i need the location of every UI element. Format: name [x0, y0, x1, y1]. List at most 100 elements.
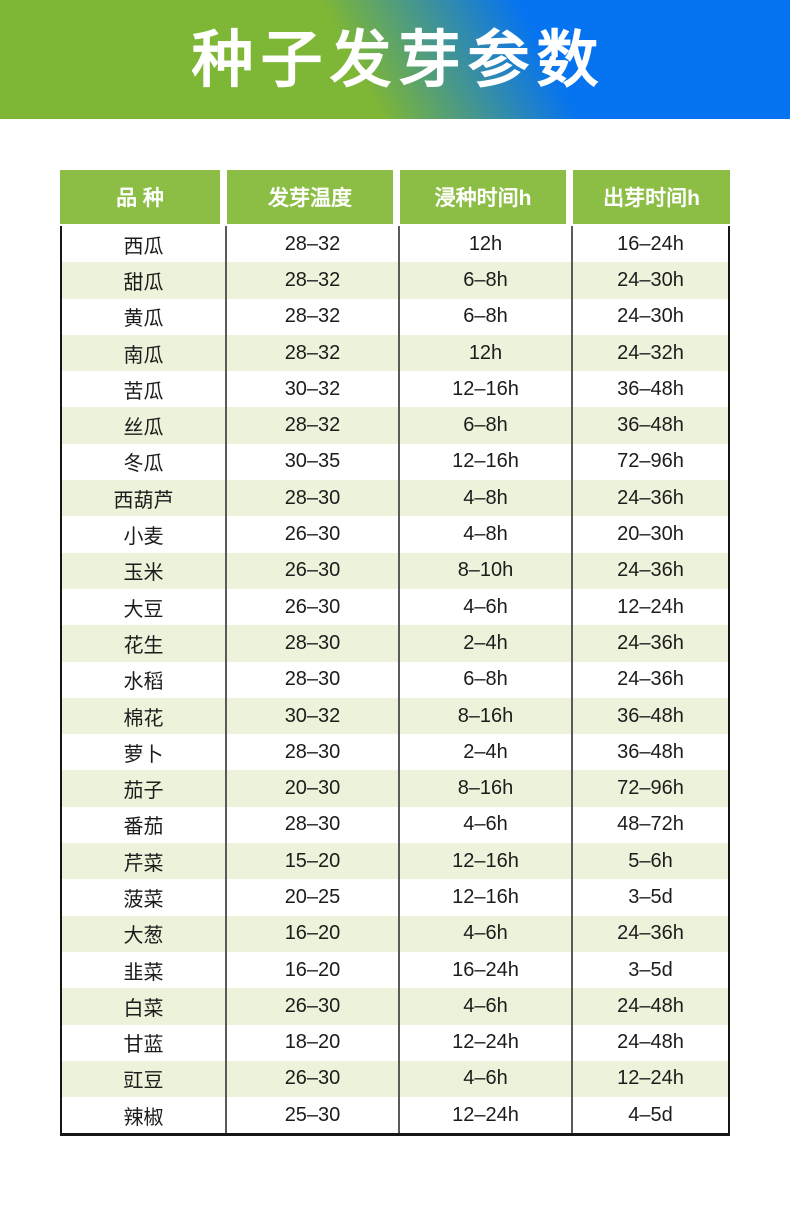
soak-time-cell: 4–6h — [400, 1060, 573, 1098]
temperature-cell: 26–30 — [227, 988, 400, 1025]
soak-time-cell: 8–10h — [400, 552, 573, 589]
variety-cell: 芹菜 — [62, 843, 227, 880]
table-row: 西瓜 28–32 12h 16–24h — [62, 226, 728, 263]
soak-time-cell: 6–8h — [400, 407, 573, 444]
table-row: 芹菜 15–20 12–16h 5–6h — [62, 843, 728, 880]
variety-cell: 小麦 — [62, 516, 227, 553]
temperature-cell: 16–20 — [227, 915, 400, 952]
table-row: 番茄 28–30 4–6h 48–72h — [62, 806, 728, 844]
table-row: 花生 28–30 2–4h 24–36h — [62, 625, 728, 662]
table-header-row: 品 种 发芽温度 浸种时间h 出芽时间h — [60, 170, 730, 224]
variety-cell: 苦瓜 — [62, 371, 227, 408]
temperature-cell: 28–32 — [227, 407, 400, 444]
soak-time-cell: 12–16h — [400, 443, 573, 481]
temperature-cell: 15–20 — [227, 843, 400, 880]
table-row: 大豆 26–30 4–6h 12–24h — [62, 588, 728, 626]
variety-cell: 大葱 — [62, 915, 227, 952]
temperature-cell: 16–20 — [227, 951, 400, 989]
soak-time-cell: 12–16h — [400, 843, 573, 880]
temperature-cell: 28–32 — [227, 226, 400, 263]
table-row: 甘蓝 18–20 12–24h 24–48h — [62, 1024, 728, 1061]
sprout-time-cell: 72–96h — [617, 777, 684, 800]
temperature-cell: 28–30 — [227, 734, 400, 771]
temperature-cell: 28–30 — [227, 480, 400, 517]
variety-cell: 水稻 — [62, 661, 227, 698]
soak-time-cell: 2–4h — [400, 625, 573, 662]
temperature-cell: 30–32 — [227, 697, 400, 735]
sprout-time-cell: 24–36h — [617, 559, 684, 582]
soak-time-cell: 6–8h — [400, 298, 573, 335]
table-row: 丝瓜 28–32 6–8h 36–48h — [62, 407, 728, 444]
variety-cell: 辣椒 — [62, 1097, 227, 1134]
soak-time-cell: 12–16h — [400, 371, 573, 408]
temperature-cell: 28–32 — [227, 298, 400, 335]
sprout-time-cell: 24–32h — [617, 341, 684, 364]
sprout-time-cell: 24–36h — [617, 668, 684, 691]
sprout-time-cell: 36–48h — [617, 704, 684, 727]
temperature-cell: 25–30 — [227, 1097, 400, 1134]
germination-table: 品 种 发芽温度 浸种时间h 出芽时间h 西瓜 28–32 12h 16–24h… — [60, 170, 730, 1137]
table-body: 西瓜 28–32 12h 16–24h 甜瓜 28–32 6–8h 24–30h… — [60, 226, 730, 1137]
table-row: 茄子 20–30 8–16h 72–96h — [62, 770, 728, 807]
variety-cell: 白菜 — [62, 988, 227, 1025]
soak-time-cell: 12h — [400, 334, 573, 372]
sprout-time-cell: 3–5d — [628, 885, 673, 908]
variety-cell: 甘蓝 — [62, 1024, 227, 1061]
col-header-temperature: 发芽温度 — [227, 170, 400, 224]
variety-cell: 南瓜 — [62, 334, 227, 372]
page-title: 种子发芽参数 — [191, 22, 606, 96]
soak-time-cell: 6–8h — [400, 262, 573, 299]
soak-time-cell: 4–8h — [400, 516, 573, 553]
temperature-cell: 28–32 — [227, 334, 400, 372]
sprout-time-cell: 12–24h — [617, 1067, 684, 1090]
variety-cell: 丝瓜 — [62, 407, 227, 444]
sprout-time-cell: 16–24h — [617, 232, 684, 255]
variety-cell: 豇豆 — [62, 1060, 227, 1098]
temperature-cell: 28–32 — [227, 262, 400, 299]
sprout-time-cell: 24–30h — [617, 268, 684, 291]
sprout-time-cell: 24–48h — [617, 1031, 684, 1054]
soak-time-cell: 8–16h — [400, 770, 573, 807]
variety-cell: 黄瓜 — [62, 298, 227, 335]
soak-time-cell: 12–24h — [400, 1097, 573, 1134]
temperature-cell: 26–30 — [227, 516, 400, 553]
soak-time-cell: 4–6h — [400, 915, 573, 952]
sprout-time-cell: 24–48h — [617, 994, 684, 1017]
title-banner: 种子发芽参数 — [0, 0, 790, 119]
table-row: 菠菜 20–25 12–16h 3–5d — [62, 879, 728, 916]
sprout-time-cell: 24–36h — [617, 486, 684, 509]
table-row: 辣椒 25–30 12–24h 4–5d — [62, 1097, 728, 1134]
table-row: 小麦 26–30 4–8h 20–30h — [62, 516, 728, 553]
temperature-cell: 28–30 — [227, 625, 400, 662]
col-header-variety: 品 种 — [60, 170, 227, 224]
table-row: 苦瓜 30–32 12–16h 36–48h — [62, 371, 728, 408]
temperature-cell: 20–25 — [227, 879, 400, 916]
soak-time-cell: 4–6h — [400, 588, 573, 626]
temperature-cell: 20–30 — [227, 770, 400, 807]
sprout-time-cell: 3–5d — [628, 958, 673, 981]
variety-cell: 韭菜 — [62, 951, 227, 989]
soak-time-cell: 6–8h — [400, 661, 573, 698]
sprout-time-cell: 36–48h — [617, 414, 684, 437]
table-row: 南瓜 28–32 12h 24–32h — [62, 334, 728, 372]
temperature-cell: 26–30 — [227, 1060, 400, 1098]
table-row: 白菜 26–30 4–6h 24–48h — [62, 988, 728, 1025]
variety-cell: 冬瓜 — [62, 443, 227, 481]
col-header-sprout-time: 出芽时间h — [573, 170, 730, 224]
variety-cell: 玉米 — [62, 552, 227, 589]
table-row: 棉花 30–32 8–16h 36–48h — [62, 697, 728, 735]
table-row: 大葱 16–20 4–6h 24–36h — [62, 915, 728, 952]
table-row: 冬瓜 30–35 12–16h 72–96h — [62, 443, 728, 481]
soak-time-cell: 4–6h — [400, 988, 573, 1025]
sprout-time-cell: 12–24h — [617, 595, 684, 618]
temperature-cell: 30–35 — [227, 443, 400, 481]
variety-cell: 番茄 — [62, 806, 227, 844]
variety-cell: 茄子 — [62, 770, 227, 807]
sprout-time-cell: 36–48h — [617, 377, 684, 400]
soak-time-cell: 4–8h — [400, 480, 573, 517]
variety-cell: 花生 — [62, 625, 227, 662]
table-row: 豇豆 26–30 4–6h 12–24h — [62, 1060, 728, 1098]
col-header-soak-time: 浸种时间h — [400, 170, 573, 224]
temperature-cell: 26–30 — [227, 552, 400, 589]
soak-time-cell: 12–24h — [400, 1024, 573, 1061]
